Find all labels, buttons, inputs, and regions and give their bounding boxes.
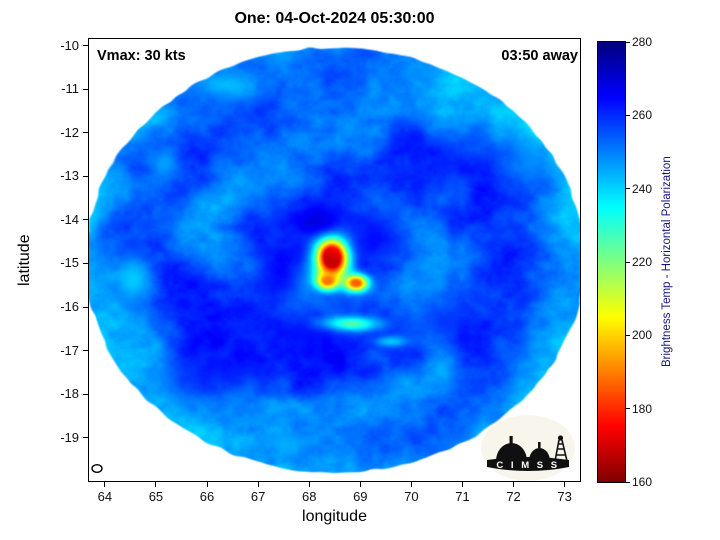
y-tick-label: -11 bbox=[61, 81, 79, 97]
x-tick bbox=[461, 482, 463, 487]
colorbar-tick-label: 240 bbox=[632, 181, 653, 196]
y-tick bbox=[83, 175, 88, 177]
x-tick bbox=[513, 482, 515, 487]
colorbar-tick bbox=[626, 114, 630, 116]
colorbar-tick-label: 180 bbox=[632, 401, 653, 416]
colorbar-tick bbox=[626, 481, 630, 483]
cimss-logo-background bbox=[481, 415, 575, 481]
x-tick bbox=[410, 482, 412, 487]
y-tick-label: -15 bbox=[60, 255, 79, 271]
cimss-logo-band bbox=[487, 457, 569, 471]
colorbar-tick bbox=[626, 408, 630, 410]
x-axis-label: longitude bbox=[302, 508, 367, 525]
x-tick bbox=[308, 482, 310, 487]
y-tick bbox=[83, 45, 88, 47]
cimss-logo: C I M S S bbox=[481, 415, 575, 481]
y-tick bbox=[83, 437, 88, 439]
y-tick-label: -17 bbox=[60, 342, 79, 358]
x-tick bbox=[359, 482, 361, 487]
x-tick bbox=[155, 482, 157, 487]
y-tick-label: -10 bbox=[60, 37, 79, 53]
colorbar-tick-label: 260 bbox=[632, 108, 653, 123]
x-tick bbox=[257, 482, 259, 487]
y-tick-label: -19 bbox=[60, 429, 79, 445]
x-tick-label: 69 bbox=[353, 489, 368, 504]
y-tick bbox=[83, 88, 88, 90]
x-tick-label: 73 bbox=[557, 489, 572, 504]
x-tick bbox=[206, 482, 208, 487]
vmax-annotation: Vmax: 30 kts bbox=[97, 48, 186, 64]
colorbar-gradient bbox=[598, 42, 625, 482]
x-tick bbox=[104, 482, 106, 487]
colorbar-tick-label: 200 bbox=[632, 328, 653, 343]
time-away-annotation: 03:50 away bbox=[501, 48, 578, 64]
tower-icon bbox=[554, 439, 568, 462]
colorbar-tick bbox=[626, 261, 630, 263]
x-tick-label: 66 bbox=[199, 489, 215, 504]
y-tick bbox=[83, 306, 88, 308]
colorbar-tick-label: 160 bbox=[632, 475, 653, 489]
colorbar-tick-label: 220 bbox=[632, 255, 653, 269]
x-tick-label: 65 bbox=[148, 489, 164, 504]
cimss-logo-text: C I M S S bbox=[496, 460, 559, 471]
plot-area bbox=[88, 38, 581, 482]
y-tick-label: -14 bbox=[60, 211, 79, 227]
colorbar bbox=[597, 41, 626, 483]
y-tick-label: -13 bbox=[60, 168, 79, 184]
x-tick-label: 72 bbox=[506, 489, 521, 504]
y-tick-label: -18 bbox=[60, 386, 79, 402]
colorbar-tick bbox=[626, 41, 630, 43]
storm-marker-icon bbox=[91, 464, 103, 473]
chart-title: One: 04-Oct-2024 05:30:00 bbox=[234, 10, 435, 27]
x-tick-label: 67 bbox=[250, 489, 266, 504]
y-tick-label: -12 bbox=[60, 124, 79, 140]
brightness-temp-image bbox=[89, 39, 580, 481]
colorbar-tick-label: 280 bbox=[632, 35, 653, 49]
observatory-dome-icon bbox=[496, 443, 527, 461]
y-axis-label: latitude bbox=[16, 234, 33, 286]
x-tick-label: 64 bbox=[97, 489, 113, 504]
colorbar-tick bbox=[626, 188, 630, 190]
colorbar-tick bbox=[626, 334, 630, 336]
y-tick bbox=[83, 393, 88, 395]
x-tick bbox=[564, 482, 566, 487]
y-tick bbox=[83, 262, 88, 264]
y-tick bbox=[83, 350, 88, 352]
x-tick-label: 71 bbox=[455, 489, 470, 504]
x-tick-label: 70 bbox=[404, 489, 419, 504]
y-tick bbox=[83, 219, 88, 221]
x-tick-label: 68 bbox=[301, 489, 317, 504]
y-tick-label: -16 bbox=[60, 299, 79, 314]
y-tick bbox=[83, 132, 88, 134]
